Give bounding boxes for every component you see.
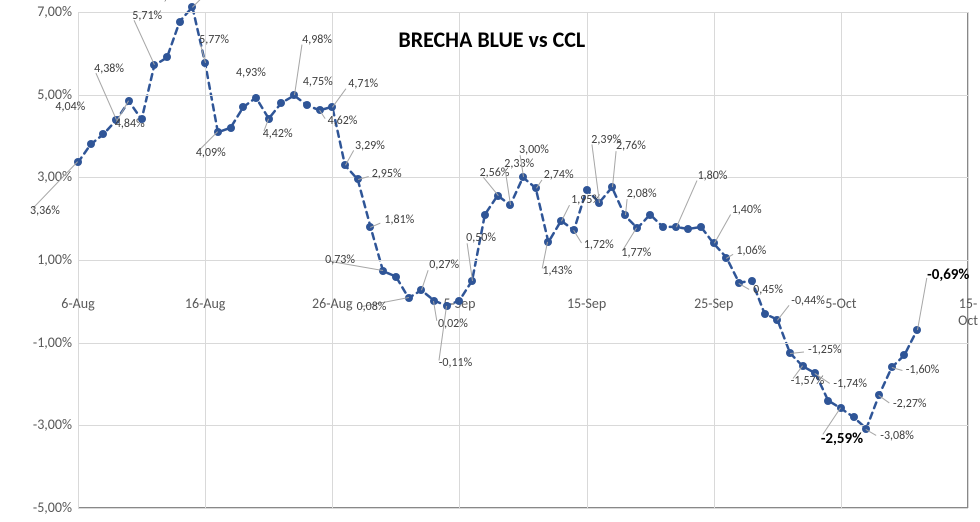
data-marker: [227, 124, 235, 132]
y-tick-label: -5,00%: [33, 499, 72, 516]
x-tick-label: 15-Sep: [567, 295, 606, 312]
data-label: 1,06%: [736, 244, 766, 258]
data-label: 5,77%: [199, 33, 229, 47]
data-marker: [99, 130, 107, 138]
data-label: 1,80%: [698, 169, 728, 183]
data-label: 0,50%: [466, 231, 496, 245]
data-marker: [900, 351, 908, 359]
data-marker: [481, 211, 489, 219]
data-label: 0,73%: [325, 253, 355, 267]
data-marker: [748, 277, 756, 285]
data-marker: [138, 115, 146, 123]
x-tick-label: 16-Aug: [185, 295, 226, 312]
data-label: 4,98%: [302, 33, 332, 47]
x-gridline: [968, 12, 969, 508]
data-label: 4,75%: [303, 75, 333, 89]
y-gridline: [78, 425, 968, 426]
data-label: 2,08%: [627, 187, 657, 201]
data-marker: [379, 267, 387, 275]
data-label: 1,81%: [384, 213, 414, 227]
data-label: 1,77%: [621, 246, 651, 260]
data-marker: [163, 53, 171, 61]
data-marker: [277, 99, 285, 107]
data-marker: [697, 223, 705, 231]
x-tick-label: 25-Sep: [694, 295, 733, 312]
data-marker: [303, 101, 311, 109]
y-tick-label: -3,00%: [33, 416, 72, 433]
data-label: 2,74%: [544, 168, 574, 182]
data-label: -0,11%: [439, 356, 473, 370]
data-label: 1,72%: [584, 238, 614, 252]
x-gridline: [587, 12, 588, 508]
data-label: 1,40%: [732, 203, 762, 217]
x-tick-label: 5-Oct: [825, 295, 856, 312]
data-label: 0,45%: [753, 283, 783, 297]
data-label: -0,44%: [791, 294, 825, 308]
y-gridline: [78, 508, 968, 509]
data-marker: [824, 397, 832, 405]
y-gridline: [78, 95, 968, 96]
data-label: 2,95%: [372, 167, 402, 181]
x-gridline: [205, 12, 206, 508]
y-tick-label: 1,00%: [37, 251, 72, 268]
data-label: 4,93%: [236, 66, 266, 80]
data-marker: [850, 413, 858, 421]
y-gridline: [78, 260, 968, 261]
data-label: 3,36%: [30, 204, 60, 218]
data-marker: [87, 140, 95, 148]
chart-title: BRECHA BLUE vs CCL: [398, 26, 585, 53]
x-tick-label: 15-Oct: [958, 295, 978, 329]
data-label: -3,08%: [880, 429, 914, 443]
data-label: 5,71%: [132, 9, 162, 23]
data-label: -2,27%: [893, 397, 927, 411]
x-tick-label: 26-Aug: [312, 295, 353, 312]
data-label: -0,69%: [927, 266, 969, 284]
y-gridline: [78, 12, 968, 13]
data-label: 1,43%: [542, 264, 572, 278]
x-gridline: [459, 12, 460, 508]
data-label: 4,09%: [196, 146, 226, 160]
data-marker: [252, 94, 260, 102]
data-label: 4,42%: [263, 127, 293, 141]
x-tick-label: 6-Aug: [61, 295, 94, 312]
data-marker: [455, 297, 463, 305]
data-label: -2,59%: [821, 430, 863, 448]
data-label: 4,04%: [55, 100, 85, 114]
data-label: 4,62%: [328, 114, 358, 128]
data-marker: [684, 225, 692, 233]
data-label: 6,77%: [158, 0, 188, 4]
data-label: 3,29%: [355, 139, 385, 153]
data-label: 0,27%: [429, 258, 459, 272]
data-marker: [583, 186, 591, 194]
data-label: -1,25%: [808, 343, 842, 357]
data-marker: [176, 18, 184, 26]
data-marker: [659, 223, 667, 231]
data-marker: [761, 310, 769, 318]
data-label: 4,71%: [348, 77, 378, 91]
data-label: 2,76%: [616, 139, 646, 153]
data-label: 0,08%: [357, 300, 387, 314]
data-label: 2,33%: [504, 157, 534, 171]
brecha-chart: BRECHA BLUE vs CCL 7,00%5,00%3,00%1,00%-…: [0, 0, 980, 522]
data-marker: [392, 273, 400, 281]
data-marker: [710, 239, 718, 247]
data-label: 3,00%: [519, 143, 549, 157]
y-tick-label: -1,00%: [33, 334, 72, 351]
y-tick-label: 7,00%: [37, 3, 72, 20]
data-marker: [646, 211, 654, 219]
data-label: -1,60%: [906, 363, 940, 377]
x-gridline: [78, 12, 79, 508]
data-marker: [239, 103, 247, 111]
data-label: 4,38%: [94, 62, 124, 76]
x-gridline: [714, 12, 715, 508]
data-label: -1,74%: [833, 377, 867, 391]
